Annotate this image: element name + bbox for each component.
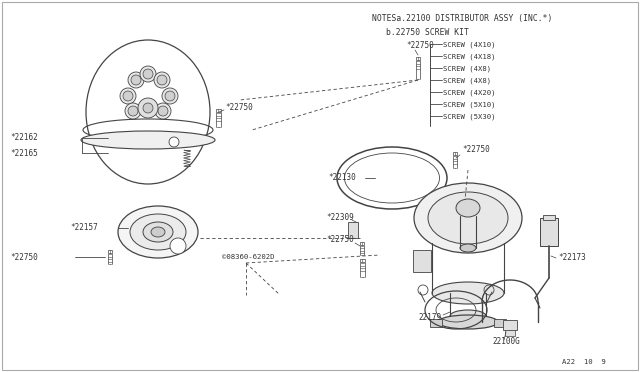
- Ellipse shape: [456, 199, 480, 217]
- Text: SCREW (5X10): SCREW (5X10): [443, 102, 495, 109]
- Text: ©08360-6202D: ©08360-6202D: [222, 254, 275, 260]
- Circle shape: [169, 137, 179, 147]
- Text: *22750: *22750: [10, 253, 38, 262]
- Text: *22165: *22165: [10, 148, 38, 157]
- Bar: [503, 320, 517, 330]
- Ellipse shape: [81, 131, 215, 149]
- Circle shape: [123, 91, 133, 101]
- Bar: [430, 319, 442, 327]
- Text: *22750: *22750: [326, 235, 354, 244]
- Ellipse shape: [414, 183, 522, 253]
- Text: SCREW (4X10): SCREW (4X10): [443, 42, 495, 48]
- Ellipse shape: [118, 206, 198, 258]
- Circle shape: [154, 72, 170, 88]
- Text: *22130: *22130: [328, 173, 356, 183]
- Circle shape: [120, 88, 136, 104]
- Circle shape: [157, 75, 167, 85]
- Text: SCREW (4X18): SCREW (4X18): [443, 54, 495, 61]
- Ellipse shape: [428, 192, 508, 244]
- Text: SCREW (4X8): SCREW (4X8): [443, 78, 491, 84]
- Bar: [505, 330, 515, 336]
- Text: *22157: *22157: [70, 224, 98, 232]
- Bar: [108, 250, 112, 253]
- Circle shape: [155, 103, 171, 119]
- Bar: [348, 222, 358, 238]
- Circle shape: [170, 238, 186, 254]
- Text: b.22750 SCREW KIT: b.22750 SCREW KIT: [386, 28, 469, 37]
- Circle shape: [158, 106, 168, 116]
- Circle shape: [143, 69, 153, 79]
- Ellipse shape: [432, 282, 504, 304]
- Ellipse shape: [438, 315, 498, 329]
- Circle shape: [125, 103, 141, 119]
- Circle shape: [128, 72, 144, 88]
- Text: 22179: 22179: [418, 314, 441, 323]
- Text: SCREW (4X20): SCREW (4X20): [443, 90, 495, 96]
- Text: SCREW (5X30): SCREW (5X30): [443, 114, 495, 121]
- Bar: [413, 250, 431, 272]
- Text: *22173: *22173: [558, 253, 586, 263]
- Text: *22162: *22162: [10, 134, 38, 142]
- Circle shape: [162, 88, 178, 104]
- Circle shape: [165, 91, 175, 101]
- Bar: [494, 319, 506, 327]
- Ellipse shape: [151, 227, 165, 237]
- Bar: [540, 218, 558, 246]
- Bar: [543, 215, 555, 220]
- Ellipse shape: [450, 310, 486, 322]
- Circle shape: [140, 66, 156, 82]
- Ellipse shape: [460, 244, 476, 252]
- Circle shape: [138, 98, 158, 118]
- Text: *22750: *22750: [406, 41, 434, 49]
- Text: A22  10  9: A22 10 9: [562, 359, 605, 365]
- Ellipse shape: [130, 214, 186, 250]
- Text: *22309: *22309: [326, 214, 354, 222]
- Circle shape: [143, 103, 153, 113]
- Bar: [360, 259, 365, 262]
- Circle shape: [128, 106, 138, 116]
- Text: *22750: *22750: [225, 103, 253, 112]
- Text: SCREW (4X8): SCREW (4X8): [443, 66, 491, 73]
- Text: 22100G: 22100G: [492, 337, 520, 346]
- Ellipse shape: [143, 222, 173, 242]
- Bar: [453, 152, 457, 155]
- Bar: [360, 241, 364, 244]
- Bar: [216, 109, 221, 112]
- Circle shape: [131, 75, 141, 85]
- Text: NOTESa.22100 DISTRIBUTOR ASSY (INC.*): NOTESa.22100 DISTRIBUTOR ASSY (INC.*): [372, 14, 552, 23]
- Bar: [416, 57, 420, 60]
- Text: *22750: *22750: [462, 145, 490, 154]
